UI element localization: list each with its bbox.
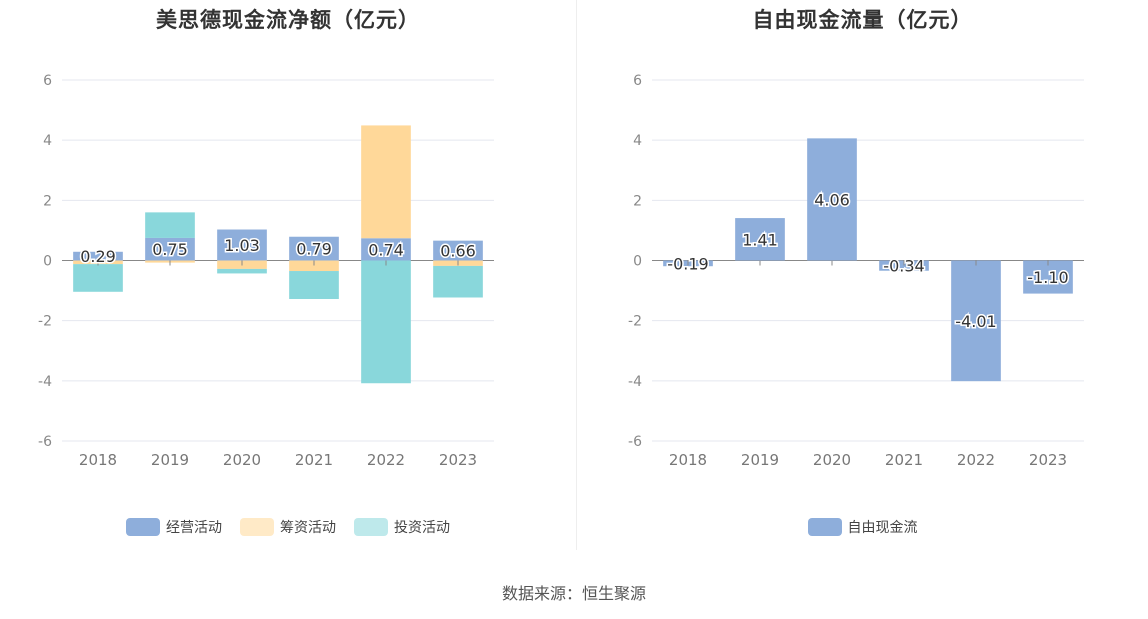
data-label: 4.06 bbox=[814, 190, 850, 209]
bar-筹资活动-2021 bbox=[289, 260, 339, 272]
data-label: -1.10 bbox=[1027, 268, 1068, 287]
legend-item[interactable]: 经营活动 bbox=[126, 517, 222, 537]
legend-item[interactable]: 自由现金流 bbox=[807, 517, 918, 537]
data-label: 0.75 bbox=[152, 240, 188, 259]
y-tick-label: 6 bbox=[633, 73, 642, 89]
chart-panel-free-cash-flow: 自由现金流量（亿元） 6 4 2 0 -2 -4 -6 2018 2019 2020 2021 202… bbox=[577, 0, 1148, 560]
bar-经营活动-2018 bbox=[73, 251, 123, 261]
data-label: 1.03 bbox=[224, 236, 260, 255]
data-label: 0.29 bbox=[80, 247, 116, 266]
y-tick-label: 4 bbox=[43, 133, 52, 149]
bar-经营活动-2023 bbox=[433, 240, 483, 261]
data-label: 0.66 bbox=[440, 242, 476, 261]
bar-自由现金流-2019 bbox=[735, 218, 785, 261]
x-tick-label: 2021 bbox=[295, 451, 333, 469]
legend-item[interactable]: 筹资活动 bbox=[240, 517, 336, 537]
legend-label: 自由现金流 bbox=[847, 520, 918, 536]
legend-swatch bbox=[807, 518, 842, 536]
bar-经营活动-2019 bbox=[145, 237, 195, 261]
data-label: -4.01 bbox=[955, 312, 996, 331]
bar-投资活动-2022 bbox=[361, 260, 411, 384]
y-tick-label: -2 bbox=[628, 314, 642, 330]
x-tick-label: 2022 bbox=[957, 451, 995, 469]
chart-plot-net-cash-flow: 6 4 2 0 -2 -4 -6 2018 2019 2020 2021 2022 2023 0.29 0.… bbox=[38, 73, 494, 469]
legend-swatch bbox=[240, 518, 274, 536]
bar-投资活动-2019 bbox=[145, 212, 195, 238]
y-tick-label: 2 bbox=[633, 193, 642, 209]
x-tick-label: 2021 bbox=[885, 451, 923, 469]
bar-投资活动-2023 bbox=[433, 265, 483, 298]
bar-自由现金流-2023 bbox=[1023, 260, 1073, 294]
bar-经营活动-2020 bbox=[217, 229, 267, 261]
data-label: -0.19 bbox=[667, 254, 708, 273]
y-tick-label: 6 bbox=[43, 73, 52, 89]
chart-legend: 经营活动 筹资活动 投资活动 bbox=[0, 517, 576, 537]
x-tick-label: 2023 bbox=[1029, 451, 1067, 469]
y-tick-label: -6 bbox=[38, 434, 52, 450]
y-tick-label: 4 bbox=[633, 133, 642, 149]
x-tick-label: 2018 bbox=[669, 451, 707, 469]
bar-自由现金流-2021 bbox=[879, 260, 929, 271]
x-tick-label: 2023 bbox=[439, 451, 477, 469]
x-tick-label: 2019 bbox=[151, 451, 189, 469]
chart-title: 美思德现金流净额（亿元） bbox=[156, 8, 420, 32]
bar-筹资活动-2022 bbox=[361, 125, 411, 239]
chart-panel-net-cash-flow: 美思德现金流净额（亿元） 6 4 2 0 -2 -4 -6 2018 2019 2020 2021 2… bbox=[0, 0, 576, 560]
bar-投资活动-2020 bbox=[217, 268, 267, 274]
x-tick-label: 2022 bbox=[367, 451, 405, 469]
chart-title: 自由现金流量（亿元） bbox=[752, 8, 973, 32]
y-tick-label: -4 bbox=[628, 374, 642, 390]
legend-label: 投资活动 bbox=[394, 520, 450, 536]
y-tick-label: 0 bbox=[43, 254, 52, 270]
panel-divider bbox=[576, 0, 577, 550]
bar-自由现金流-2022 bbox=[951, 260, 1001, 382]
data-label: -0.34 bbox=[883, 257, 924, 276]
y-tick-label: -6 bbox=[628, 434, 642, 450]
y-tick-label: 2 bbox=[43, 193, 52, 209]
legend-swatch bbox=[126, 518, 160, 536]
legend-label: 筹资活动 bbox=[280, 520, 336, 536]
x-tick-label: 2018 bbox=[79, 451, 117, 469]
y-tick-label: -4 bbox=[38, 374, 52, 390]
data-label: 0.79 bbox=[296, 240, 332, 259]
data-source-note: 数据来源：恒生聚源 bbox=[501, 584, 646, 603]
bar-经营活动-2022 bbox=[361, 238, 411, 261]
data-label: 1.41 bbox=[742, 230, 778, 249]
x-tick-label: 2020 bbox=[813, 451, 851, 469]
x-tick-label: 2019 bbox=[741, 451, 779, 469]
bar-自由现金流-2020 bbox=[807, 138, 857, 261]
bar-经营活动-2021 bbox=[289, 236, 339, 261]
legend-label: 经营活动 bbox=[166, 520, 222, 536]
chart-legend: 自由现金流 bbox=[577, 517, 1148, 537]
bar-投资活动-2021 bbox=[289, 271, 339, 300]
y-tick-label: -2 bbox=[38, 314, 52, 330]
legend-swatch bbox=[354, 518, 388, 536]
bar-投资活动-2018 bbox=[73, 264, 123, 292]
x-tick-label: 2020 bbox=[223, 451, 261, 469]
y-tick-label: 0 bbox=[633, 254, 642, 270]
data-label: 0.74 bbox=[368, 240, 404, 259]
chart-plot-free-cash-flow: 6 4 2 0 -2 -4 -6 2018 2019 2020 2021 2022 2023 -0.19 1… bbox=[628, 73, 1084, 469]
legend-item[interactable]: 投资活动 bbox=[354, 517, 450, 537]
